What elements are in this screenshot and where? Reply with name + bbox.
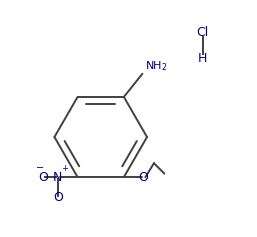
Text: O: O — [38, 171, 48, 184]
Text: −: − — [36, 163, 44, 173]
Text: NH$_2$: NH$_2$ — [145, 59, 167, 73]
Text: +: + — [61, 164, 68, 173]
Text: Cl: Cl — [196, 26, 209, 39]
Text: N: N — [53, 171, 63, 184]
Text: H: H — [198, 52, 207, 65]
Text: O: O — [53, 191, 63, 205]
Text: O: O — [139, 171, 149, 184]
